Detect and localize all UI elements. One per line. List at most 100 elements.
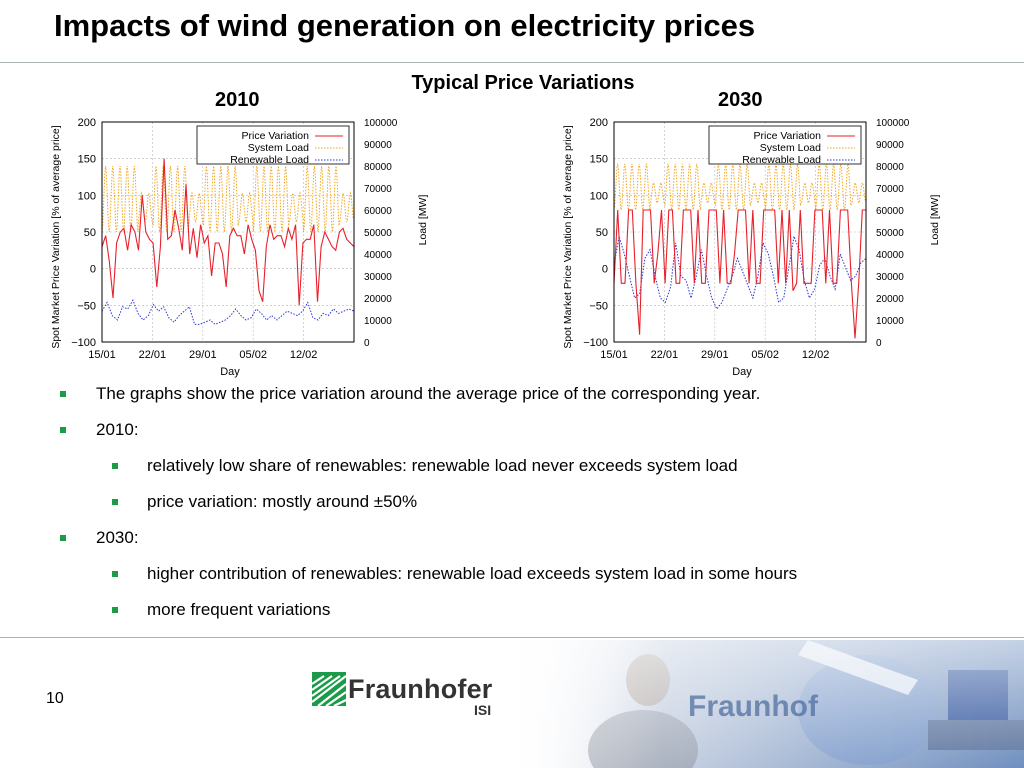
bullet-square-icon bbox=[112, 571, 118, 577]
bullet-item: The graphs show the price variation arou… bbox=[60, 382, 990, 418]
x-tick-label: 15/01 bbox=[600, 349, 628, 361]
x-tick-label: 05/02 bbox=[751, 349, 779, 361]
series-line-system-load bbox=[613, 163, 866, 211]
legend-box bbox=[196, 125, 350, 165]
y2-tick-label: 40000 bbox=[876, 250, 904, 261]
office-photo-image bbox=[508, 640, 1024, 768]
y-tick-label: 100 bbox=[590, 190, 608, 202]
slide-title: Impacts of wind generation on electricit… bbox=[54, 8, 756, 43]
title-divider bbox=[0, 62, 1024, 63]
page-number: 10 bbox=[46, 690, 64, 707]
plot-frame bbox=[613, 121, 867, 343]
x-tick-label: 12/02 bbox=[802, 349, 830, 361]
x-tick-label: 15/01 bbox=[88, 349, 116, 361]
y2-tick-label: 70000 bbox=[364, 184, 392, 195]
bullet-text: 2030: bbox=[96, 528, 139, 547]
legend-label: Price Variation bbox=[753, 130, 821, 142]
x-axis-label: Day bbox=[220, 366, 240, 378]
fraunhofer-logo-icon bbox=[312, 672, 346, 706]
y2-tick-label: 30000 bbox=[876, 272, 904, 283]
bullet-square-icon bbox=[60, 391, 66, 397]
y-tick-label: 50 bbox=[84, 227, 96, 239]
legend-label: System Load bbox=[248, 142, 309, 154]
x-axis-label: Day bbox=[732, 366, 752, 378]
sub-bullet-item: higher contribution of renewables: renew… bbox=[60, 562, 990, 598]
x-tick-label: 29/01 bbox=[189, 349, 217, 361]
bullet-text: price variation: mostly around ±50% bbox=[147, 492, 418, 511]
bullet-text: 2010: bbox=[96, 420, 139, 439]
y-tick-label: 150 bbox=[78, 154, 96, 166]
series-line-price-variation bbox=[101, 158, 355, 306]
bullet-text: higher contribution of renewables: renew… bbox=[147, 564, 798, 583]
footer-divider bbox=[0, 637, 1024, 638]
y2-tick-label: 0 bbox=[876, 338, 882, 349]
chart-title-2030: 2030 bbox=[718, 89, 763, 111]
y2-axis-label: Load [MW] bbox=[417, 195, 429, 246]
y2-tick-label: 60000 bbox=[876, 206, 904, 217]
sub-bullet-item: relatively low share of renewables: rene… bbox=[60, 454, 990, 490]
bullet-text: relatively low share of renewables: rene… bbox=[147, 456, 738, 475]
bullet-square-icon bbox=[112, 499, 118, 505]
y2-tick-label: 90000 bbox=[876, 140, 904, 151]
legend-label: Renewable Load bbox=[230, 154, 309, 166]
y2-tick-label: 50000 bbox=[364, 228, 392, 239]
y-tick-label: 0 bbox=[602, 264, 608, 276]
legend-label: System Load bbox=[760, 142, 821, 154]
logo-wordmark: Fraunhofer bbox=[348, 674, 493, 704]
series-line-renewable-load bbox=[101, 299, 355, 325]
legend-box bbox=[708, 125, 862, 165]
y2-tick-label: 80000 bbox=[876, 162, 904, 173]
y-tick-label: 200 bbox=[78, 117, 96, 129]
y-tick-label: −50 bbox=[589, 300, 608, 312]
y2-axis-label: Load [MW] bbox=[929, 195, 941, 246]
x-tick-label: 22/01 bbox=[651, 349, 679, 361]
y-tick-label: −100 bbox=[583, 337, 608, 349]
bullet-text: The graphs show the price variation arou… bbox=[96, 384, 761, 403]
y2-tick-label: 90000 bbox=[364, 140, 392, 151]
y-tick-label: 200 bbox=[590, 117, 608, 129]
footer-photo: Fraunhof bbox=[508, 640, 1024, 768]
photo-overlay-text: Fraunhof bbox=[688, 690, 818, 723]
y-axis-label: Spot Market Price Variation [% of averag… bbox=[50, 125, 62, 348]
sub-bullet-item: price variation: mostly around ±50% bbox=[60, 490, 990, 526]
bullet-list: The graphs show the price variation arou… bbox=[60, 382, 990, 634]
x-tick-label: 22/01 bbox=[139, 349, 167, 361]
logo-subtitle: ISI bbox=[474, 702, 492, 718]
y-tick-label: 0 bbox=[90, 264, 96, 276]
x-tick-label: 05/02 bbox=[239, 349, 267, 361]
bullet-text: more frequent variations bbox=[147, 600, 331, 619]
figure-heading: Typical Price Variations bbox=[411, 72, 635, 94]
y2-tick-label: 70000 bbox=[876, 184, 904, 195]
y-axis-label: Spot Market Price Variation [% of averag… bbox=[562, 125, 574, 348]
y2-tick-label: 20000 bbox=[876, 294, 904, 305]
chart-2010: 200 150 100 50 0 −50 −100 100000 90000 80000 70000… bbox=[50, 117, 429, 378]
y2-tick-label: 10000 bbox=[876, 316, 904, 327]
bullet-item: 2010: bbox=[60, 418, 990, 454]
sub-bullet-item: more frequent variations bbox=[60, 598, 990, 634]
series-line-price-variation bbox=[613, 209, 866, 339]
y2-tick-label: 20000 bbox=[364, 294, 392, 305]
y2-tick-label: 100000 bbox=[876, 118, 910, 129]
legend-label: Renewable Load bbox=[742, 154, 821, 166]
y2-tick-label: 10000 bbox=[364, 316, 392, 327]
y-tick-label: 150 bbox=[590, 154, 608, 166]
y2-tick-label: 80000 bbox=[364, 162, 392, 173]
bullet-item: 2030: bbox=[60, 526, 990, 562]
x-tick-label: 12/02 bbox=[290, 349, 318, 361]
y2-tick-label: 100000 bbox=[364, 118, 398, 129]
bullet-square-icon bbox=[60, 427, 66, 433]
x-tick-label: 29/01 bbox=[701, 349, 729, 361]
chart-title-2010: 2010 bbox=[215, 89, 260, 111]
y-tick-label: −50 bbox=[77, 300, 96, 312]
y2-tick-label: 60000 bbox=[364, 206, 392, 217]
fraunhofer-logo: Fraunhofer ISI bbox=[312, 672, 502, 722]
y2-tick-label: 40000 bbox=[364, 250, 392, 261]
legend-label: Price Variation bbox=[241, 130, 309, 142]
chart-2030: 200150100500−50−100100000900008000070000… bbox=[562, 117, 941, 378]
bullet-square-icon bbox=[112, 607, 118, 613]
bullet-square-icon bbox=[112, 463, 118, 469]
y-tick-label: 100 bbox=[78, 190, 96, 202]
plot-frame bbox=[101, 121, 355, 343]
y-tick-label: −100 bbox=[71, 337, 96, 349]
y2-tick-label: 50000 bbox=[876, 228, 904, 239]
